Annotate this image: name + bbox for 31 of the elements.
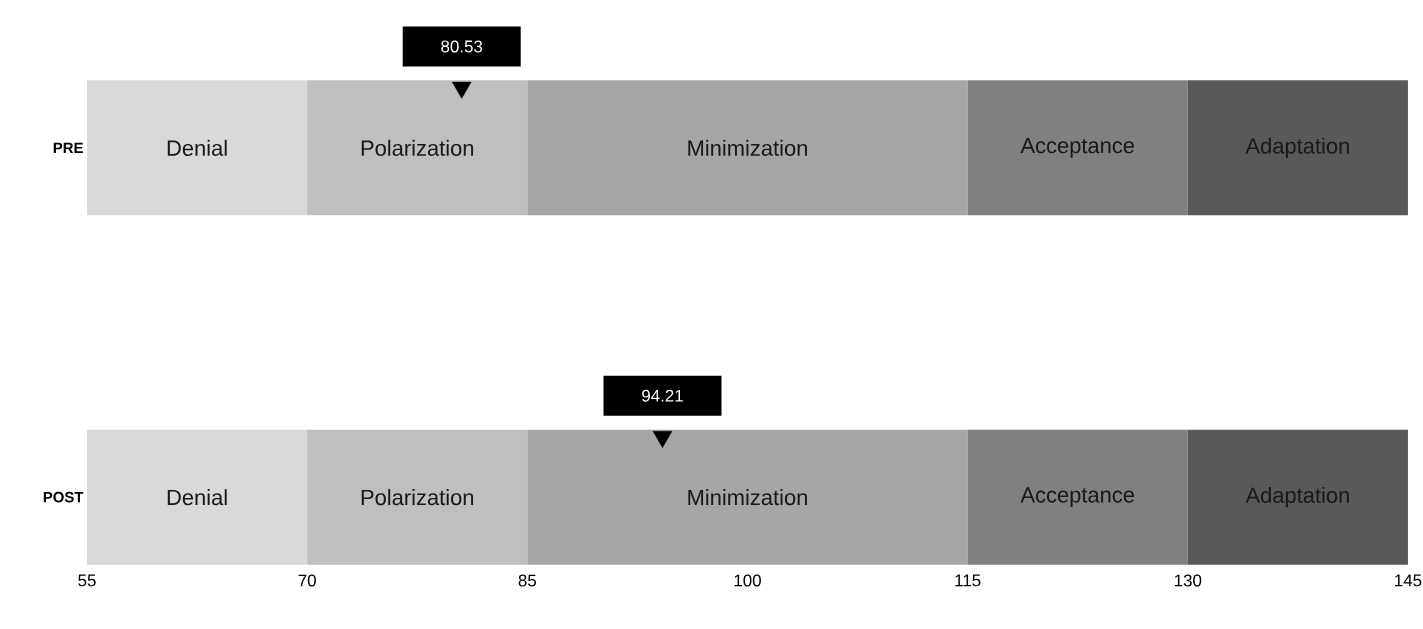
x-tick-label: 115 <box>955 574 981 587</box>
x-tick-label: 85 <box>518 574 537 587</box>
text: Polarization <box>361 489 474 506</box>
x-tick-label: 130 <box>1174 574 1202 587</box>
text: Acceptance <box>1020 487 1134 507</box>
x-tick-label: 100 <box>734 574 761 587</box>
y-tick-label: POST <box>43 491 84 503</box>
bar <box>967 80 1188 216</box>
bar <box>527 80 968 216</box>
series-label: Denial <box>167 489 227 506</box>
series-label: Minimization <box>688 489 807 506</box>
series-label: Adaptation <box>1245 137 1349 159</box>
bar <box>1187 80 1408 216</box>
bar <box>527 429 968 565</box>
series-label: Acceptance <box>1020 138 1134 158</box>
x-tick-label: 55 <box>78 574 96 587</box>
text: Denial <box>167 139 227 156</box>
bar <box>1187 429 1408 565</box>
bar <box>87 429 308 565</box>
text: Adaptation <box>1245 486 1349 508</box>
bar <box>967 429 1188 565</box>
bar <box>307 80 528 216</box>
x-tick-label: 70 <box>298 574 316 587</box>
data-label: 80.53 <box>441 40 483 53</box>
series-label: Polarization <box>361 139 474 156</box>
data-label: 94.21 <box>642 389 683 402</box>
text: Minimization <box>688 139 807 156</box>
bar <box>87 80 308 216</box>
x-tick-label: 145 <box>1395 574 1422 587</box>
bar <box>307 429 528 565</box>
y-tick-label: PRE <box>53 142 83 153</box>
